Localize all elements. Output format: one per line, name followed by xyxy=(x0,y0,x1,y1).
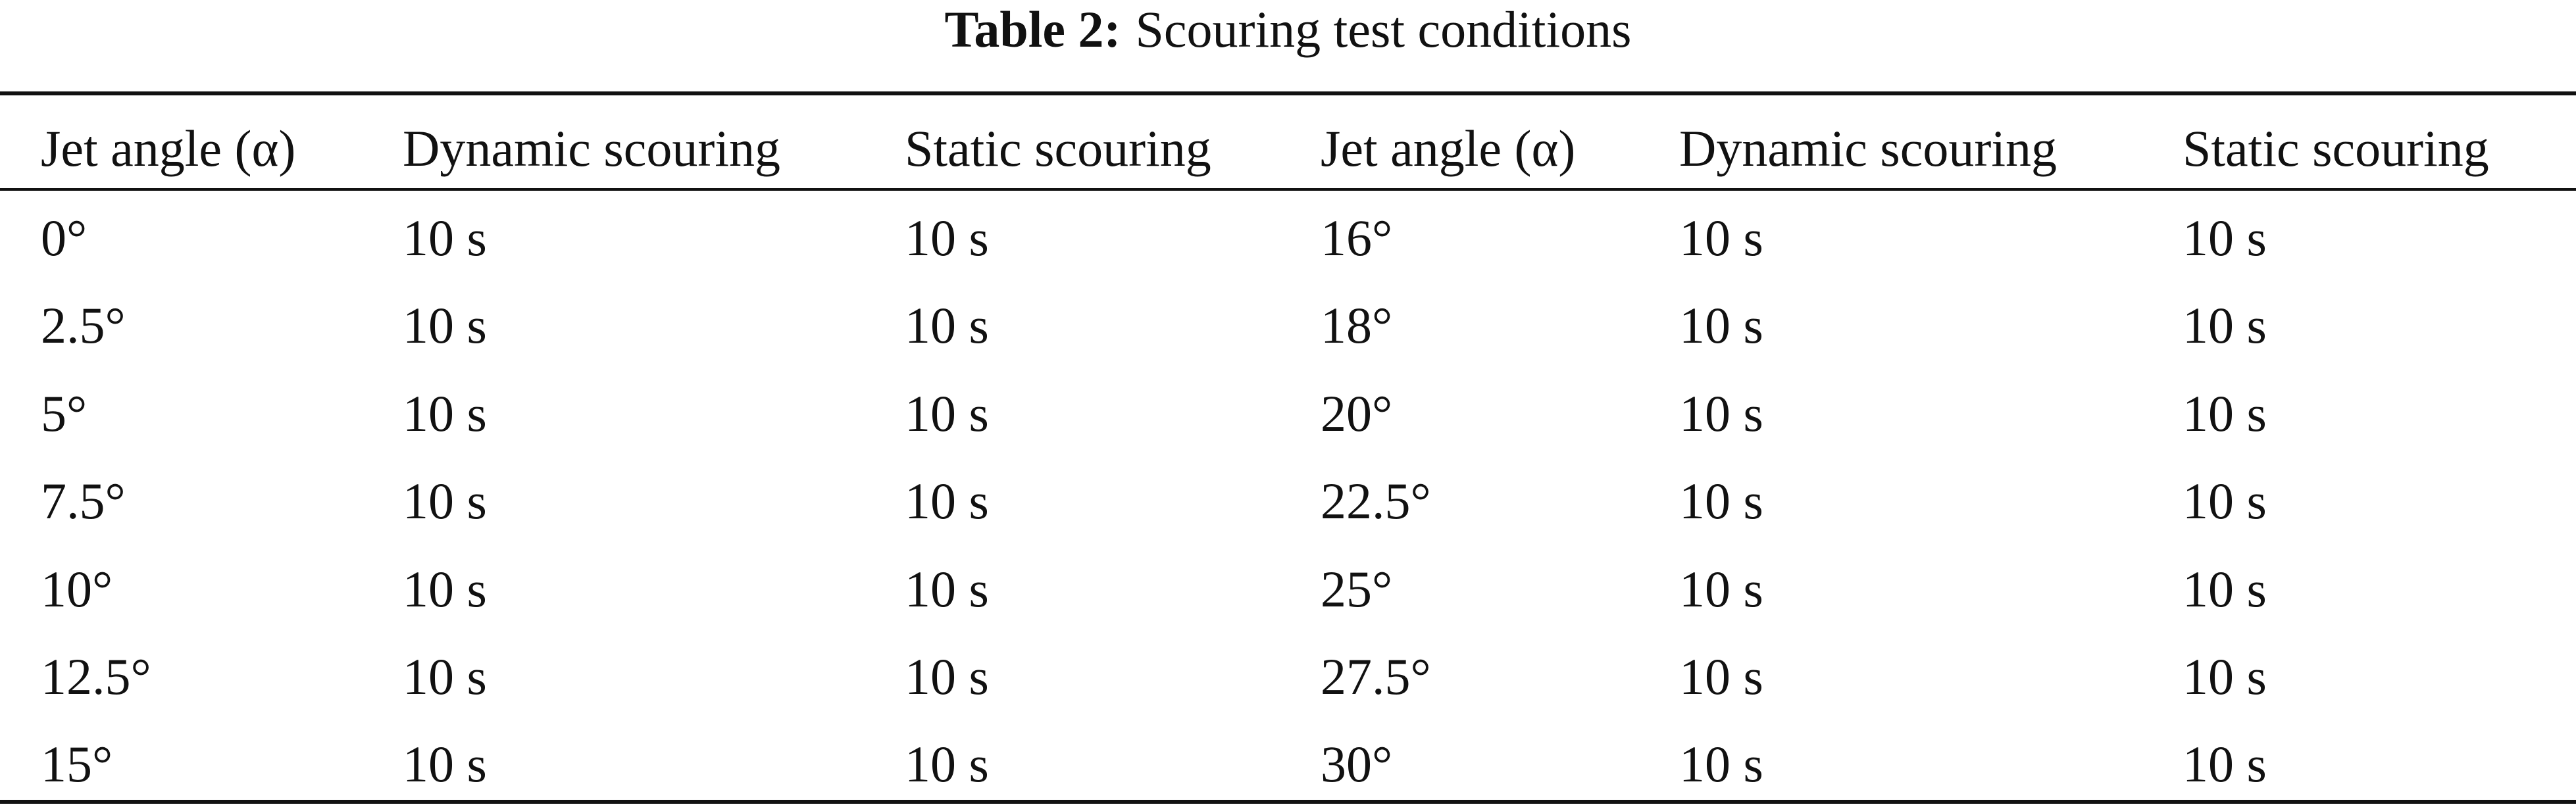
table-cell: 10 s xyxy=(1679,472,1763,530)
table-cell: 10 s xyxy=(2183,648,2267,705)
table-cell: 5° xyxy=(41,384,88,442)
table-cell: 12.5° xyxy=(41,648,151,705)
table-cell: 10 s xyxy=(905,209,989,266)
table-cell: 10 s xyxy=(2183,297,2267,355)
table-cell: 10 s xyxy=(403,735,487,793)
table-caption: Table 2: Scouring test conditions xyxy=(0,0,2576,59)
table-cell: 10 s xyxy=(905,384,989,442)
table-cell: 16° xyxy=(1321,209,1393,266)
table-cell: 30° xyxy=(1321,735,1393,793)
table-cell: 25° xyxy=(1321,560,1393,618)
table-cell: 10 s xyxy=(905,472,989,530)
table-cell: 15° xyxy=(41,735,113,793)
top-rule xyxy=(0,91,2576,95)
table-cell: 10 s xyxy=(2183,560,2267,618)
table-cell: 2.5° xyxy=(41,297,126,355)
column-header: Dynamic scouring xyxy=(403,120,781,177)
column-header: Jet angle (α) xyxy=(41,120,296,177)
table-cell: 20° xyxy=(1321,384,1393,442)
table-cell: 10 s xyxy=(905,735,989,793)
table-cell: 10 s xyxy=(2183,735,2267,793)
table-cell: 10 s xyxy=(403,648,487,705)
table-cell: 10 s xyxy=(1679,560,1763,618)
table-cell: 10 s xyxy=(403,472,487,530)
header-rule xyxy=(0,188,2576,191)
table-cell: 0° xyxy=(41,209,88,266)
column-header: Jet angle (α) xyxy=(1321,120,1576,177)
table-cell: 10 s xyxy=(1679,648,1763,705)
column-header: Static scouring xyxy=(905,120,1211,177)
table-cell: 10 s xyxy=(403,560,487,618)
table-cell: 10 s xyxy=(1679,384,1763,442)
caption-text: Scouring test conditions xyxy=(1135,1,1632,58)
table-cell: 10 s xyxy=(403,209,487,266)
table-cell: 10 s xyxy=(905,297,989,355)
table-cell: 10 s xyxy=(403,384,487,442)
table-cell: 10 s xyxy=(2183,472,2267,530)
table-cell: 7.5° xyxy=(41,472,126,530)
column-header: Dynamic scouring xyxy=(1679,120,2058,177)
table-cell: 10° xyxy=(41,560,113,618)
table-cell: 18° xyxy=(1321,297,1393,355)
table-cell: 10 s xyxy=(905,560,989,618)
table-cell: 10 s xyxy=(2183,384,2267,442)
table-cell: 10 s xyxy=(2183,209,2267,266)
table-cell: 27.5° xyxy=(1321,648,1431,705)
table-cell: 10 s xyxy=(403,297,487,355)
caption-label: Table 2: xyxy=(944,1,1121,58)
table-cell: 10 s xyxy=(1679,209,1763,266)
table-cell: 10 s xyxy=(1679,735,1763,793)
table-cell: 10 s xyxy=(905,648,989,705)
column-header: Static scouring xyxy=(2183,120,2489,177)
table-cell: 10 s xyxy=(1679,297,1763,355)
table-cell: 22.5° xyxy=(1321,472,1431,530)
bottom-rule xyxy=(0,800,2576,804)
